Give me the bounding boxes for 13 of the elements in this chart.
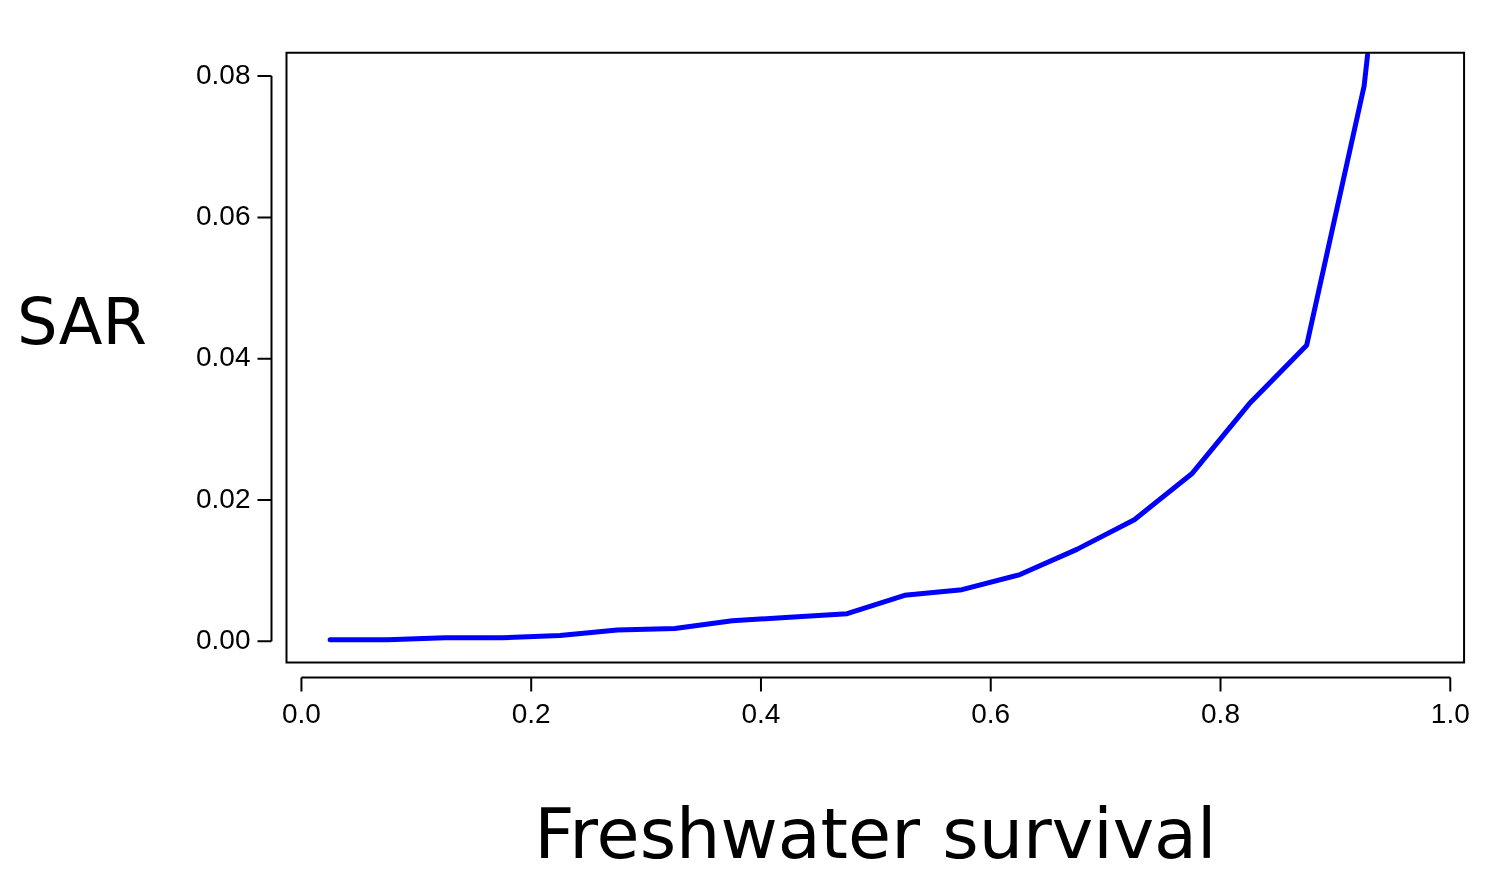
y-tick-label: 0.00 [196, 623, 251, 655]
x-tick-label: 0.0 [281, 697, 321, 729]
y-tick-label: 0.02 [196, 482, 251, 514]
y-tick-label: 0.06 [196, 200, 251, 232]
x-tick-label: 0.8 [1201, 697, 1240, 729]
y-tick-label: 0.04 [196, 341, 251, 373]
x-tick-label: 0.4 [741, 697, 781, 729]
x-tick-label: 1.0 [1430, 697, 1470, 729]
y-tick-label: 0.08 [196, 58, 251, 90]
x-tick-label: 0.2 [511, 697, 551, 729]
x-axis-title: Freshwater survival [534, 793, 1217, 876]
x-tick-label: 0.6 [971, 697, 1011, 729]
y-axis-title: SAR [16, 285, 148, 360]
